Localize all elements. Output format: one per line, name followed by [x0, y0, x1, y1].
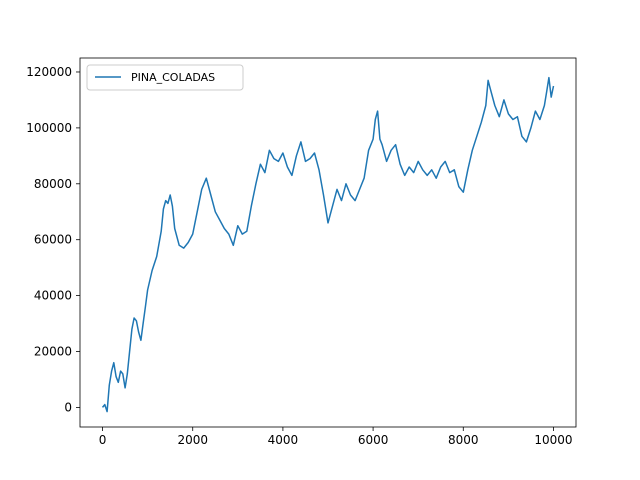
y-tick-label: 60000 [34, 233, 72, 247]
legend-label: PINA_COLADAS [131, 71, 215, 84]
axes-frame [79, 57, 577, 428]
plot-area [101, 76, 555, 413]
x-tick-label: 10000 [534, 433, 572, 447]
y-tick-label: 0 [64, 400, 72, 414]
y-tick-label: 100000 [26, 121, 72, 135]
y-tick-label: 120000 [26, 65, 72, 79]
x-axis: 0 2000 4000 6000 8000 10000 [99, 427, 573, 447]
series-line-0 [101, 76, 555, 413]
legend-box [86, 64, 244, 91]
y-tick-label: 40000 [34, 289, 72, 303]
x-tick-label: 2000 [177, 433, 208, 447]
y-tick-label: 80000 [34, 177, 72, 191]
x-tick-label: 0 [99, 433, 107, 447]
x-tick-label: 8000 [448, 433, 479, 447]
y-tick-label: 20000 [34, 345, 72, 359]
x-tick-label: 6000 [358, 433, 389, 447]
y-axis: 0 20000 40000 60000 80000 100000 120000 [26, 65, 80, 414]
x-tick-label: 4000 [268, 433, 299, 447]
legend: PINA_COLADAS [86, 64, 244, 91]
